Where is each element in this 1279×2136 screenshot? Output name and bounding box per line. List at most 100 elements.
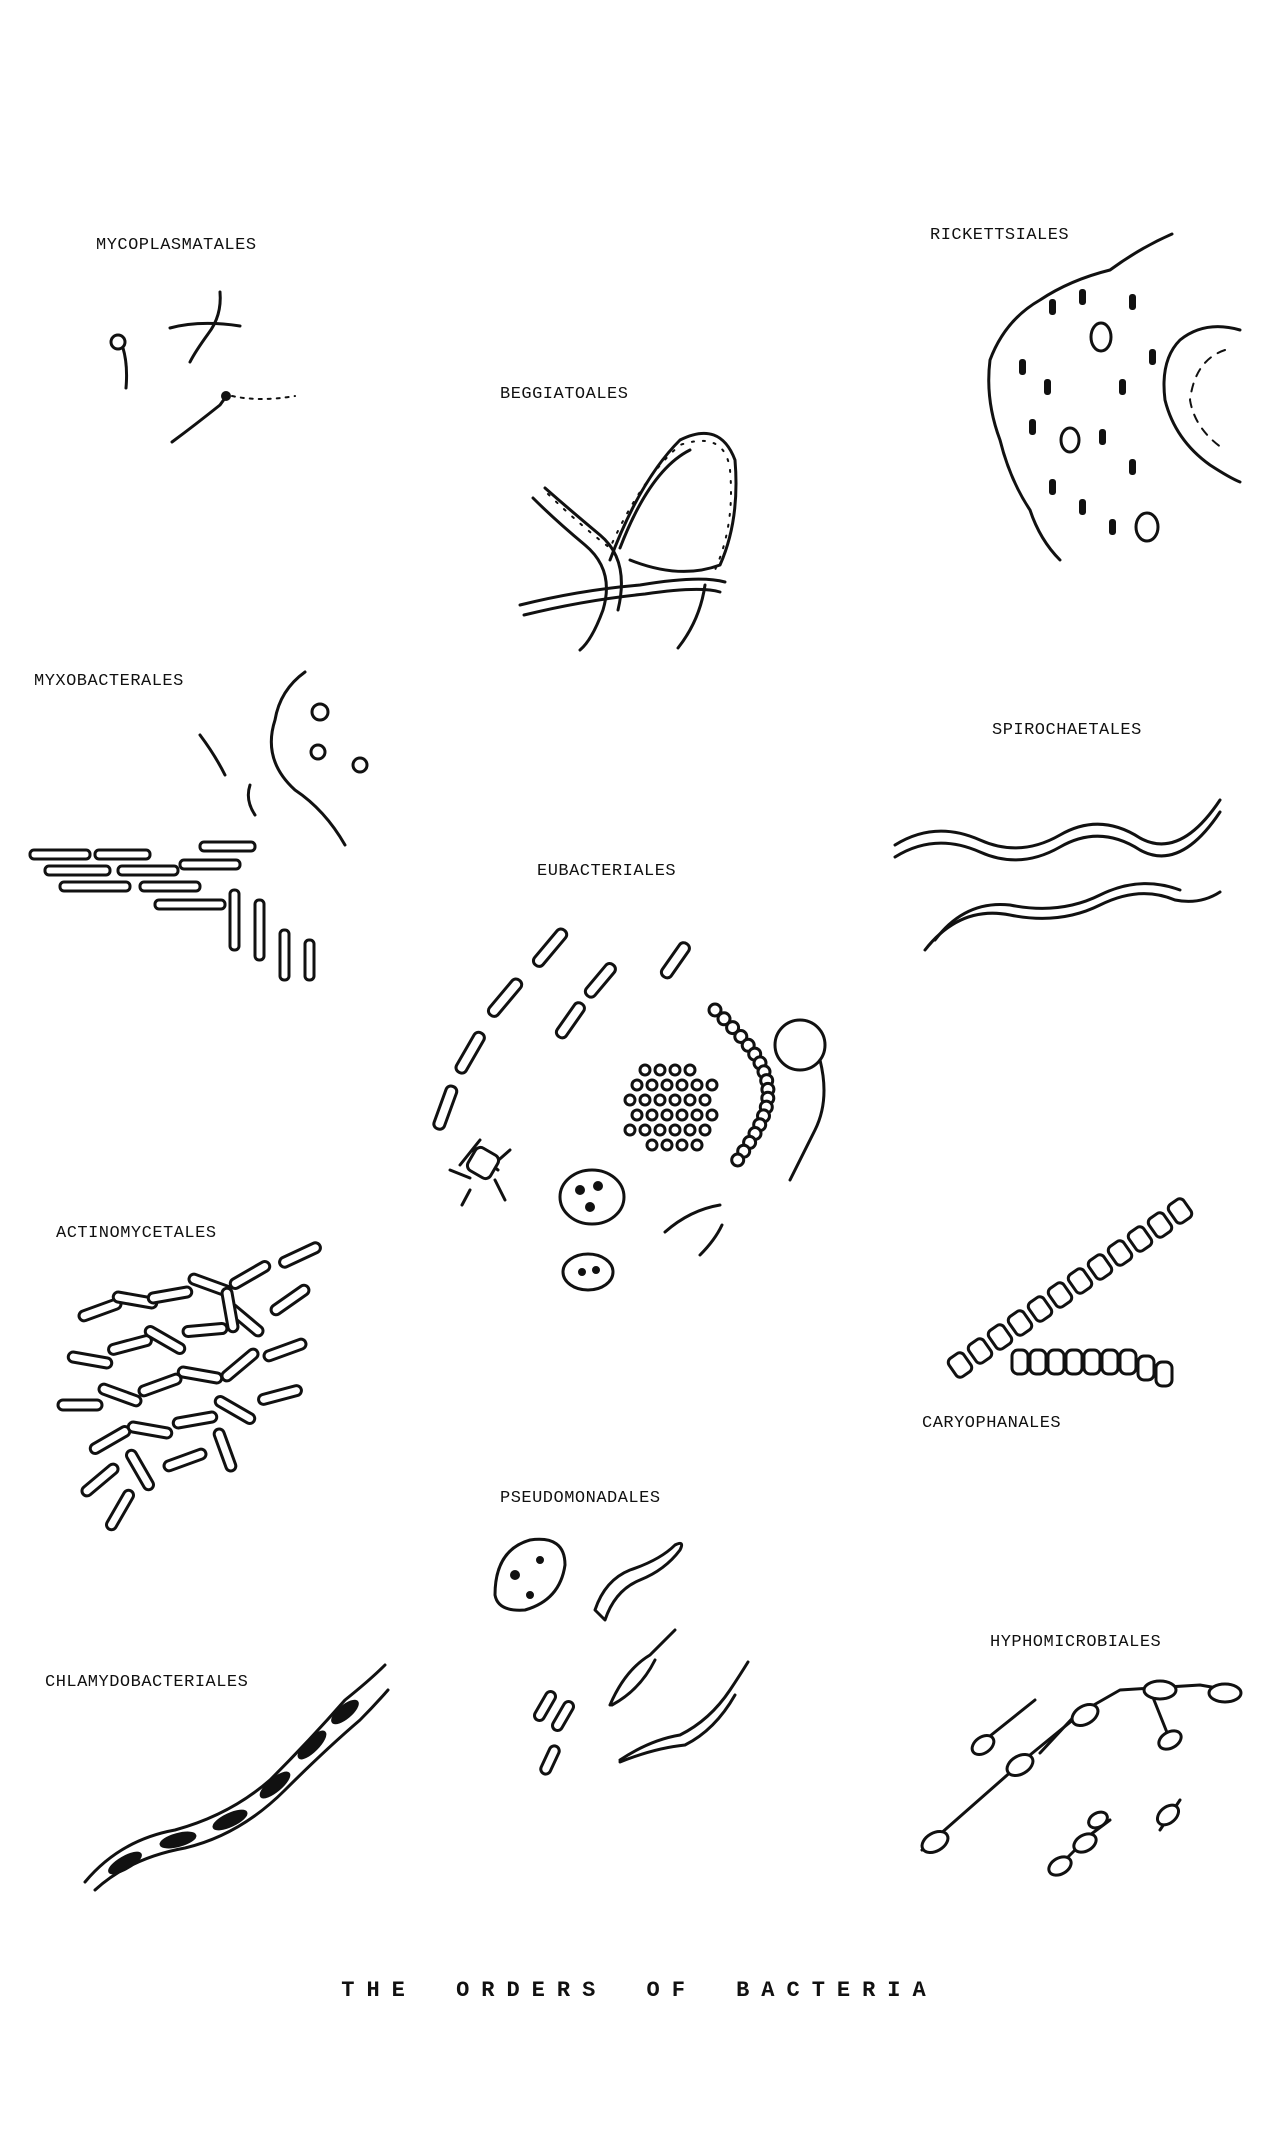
coccus-cluster xyxy=(623,1063,719,1152)
cell-segment xyxy=(1136,1354,1156,1382)
label-myxobacterales: MYXOBACTERALES xyxy=(34,672,184,691)
rod xyxy=(146,1285,194,1305)
cell-segment xyxy=(1086,1253,1114,1281)
coccus xyxy=(705,1078,719,1092)
cell-segment xyxy=(1082,1348,1102,1376)
cell-segment xyxy=(1010,1348,1030,1376)
coccus xyxy=(653,1093,667,1107)
cell-segment xyxy=(1154,1360,1174,1388)
coccus xyxy=(630,1108,644,1122)
coccus xyxy=(638,1063,652,1077)
plate-caption: THE ORDERS OF BACTERIA xyxy=(341,1978,938,2003)
rod xyxy=(220,1347,260,1383)
coccus xyxy=(660,1108,674,1122)
coccus xyxy=(683,1063,697,1077)
rod xyxy=(56,1398,104,1412)
rod xyxy=(228,1260,272,1290)
rod xyxy=(257,1384,303,1406)
coccus xyxy=(653,1123,667,1137)
coccus xyxy=(638,1123,652,1137)
rod xyxy=(137,1372,183,1398)
label-hyphomicrobiales: HYPHOMICROBIALES xyxy=(990,1633,1162,1652)
rod xyxy=(171,1410,219,1430)
coccus xyxy=(668,1123,682,1137)
label-chlamydobacteriales: CHLAMYDOBACTERIALES xyxy=(45,1673,249,1692)
rod xyxy=(97,1382,143,1408)
rod xyxy=(181,1322,229,1338)
coccus xyxy=(716,1011,732,1027)
hyphomicrobiales-drawing xyxy=(920,1679,1243,1877)
label-spirochaetales: SPIROCHAETALES xyxy=(992,721,1142,740)
rod xyxy=(107,1334,153,1356)
chlamydobacteriales-drawing xyxy=(83,1663,390,1892)
coccus xyxy=(623,1123,637,1137)
caryophanales-drawing xyxy=(946,1197,1194,1388)
coccus xyxy=(707,1002,723,1018)
spirochaetales-drawing xyxy=(893,798,1222,952)
rod xyxy=(213,1395,257,1425)
coccus xyxy=(660,1138,674,1152)
cell-segment xyxy=(1066,1267,1094,1295)
coccus xyxy=(690,1078,704,1092)
rod xyxy=(66,1350,114,1370)
coccus xyxy=(725,1020,741,1036)
coccus xyxy=(645,1108,659,1122)
cell-segment xyxy=(1006,1309,1034,1337)
coccus xyxy=(698,1123,712,1137)
coccus xyxy=(683,1093,697,1107)
cell-segment xyxy=(946,1351,974,1379)
beggiatoales-drawing xyxy=(518,431,738,652)
streptococcus-chain xyxy=(707,1002,776,1168)
cell-segment xyxy=(966,1337,994,1365)
coccus xyxy=(645,1078,659,1092)
cell-segment xyxy=(1026,1295,1054,1323)
rod xyxy=(278,1241,322,1269)
coccus xyxy=(705,1108,719,1122)
label-eubacteriales: EUBACTERIALES xyxy=(537,862,677,881)
coccus xyxy=(645,1138,659,1152)
cell-segment xyxy=(1146,1211,1174,1239)
label-mycoplasmatales: MYCOPLASMATALES xyxy=(96,236,257,255)
label-rickettsiales: RICKETTSIALES xyxy=(930,226,1070,245)
cell-segment xyxy=(986,1323,1014,1351)
cell-segment xyxy=(1064,1348,1084,1376)
rod xyxy=(269,1283,311,1317)
coccus xyxy=(653,1063,667,1077)
label-beggiatoales: BEGGIATOALES xyxy=(500,385,629,404)
rod xyxy=(162,1447,208,1473)
cell-segment xyxy=(1028,1348,1048,1376)
rod xyxy=(126,1420,174,1440)
coccus xyxy=(683,1123,697,1137)
rickettsiales-drawing xyxy=(987,232,1242,562)
pseudomonadales-drawing xyxy=(493,1537,750,1776)
rod xyxy=(88,1425,132,1455)
coccus xyxy=(690,1108,704,1122)
label-caryophanales: CARYOPHANALES xyxy=(922,1414,1062,1433)
coccus xyxy=(668,1093,682,1107)
rod xyxy=(143,1325,187,1355)
coccus xyxy=(638,1093,652,1107)
rod xyxy=(105,1488,135,1532)
cell-segment xyxy=(1118,1348,1138,1376)
myxobacterales-drawing xyxy=(28,670,369,982)
coccus xyxy=(690,1138,704,1152)
cell-segment xyxy=(1106,1239,1134,1267)
cell-segment xyxy=(1126,1225,1154,1253)
rod xyxy=(220,1286,240,1334)
cell-segment xyxy=(1166,1197,1194,1225)
rod xyxy=(176,1365,224,1385)
coccus xyxy=(623,1093,637,1107)
rod xyxy=(262,1337,308,1363)
cell-segment xyxy=(1100,1348,1120,1376)
cell-segment xyxy=(1046,1348,1066,1376)
coccus xyxy=(675,1108,689,1122)
label-actinomycetales: ACTINOMYCETALES xyxy=(56,1224,217,1243)
rod xyxy=(212,1427,238,1473)
mycoplasmatales-drawing xyxy=(109,290,296,444)
coccus xyxy=(630,1078,644,1092)
cell-segment xyxy=(1046,1281,1074,1309)
coccus xyxy=(698,1093,712,1107)
coccus xyxy=(660,1078,674,1092)
